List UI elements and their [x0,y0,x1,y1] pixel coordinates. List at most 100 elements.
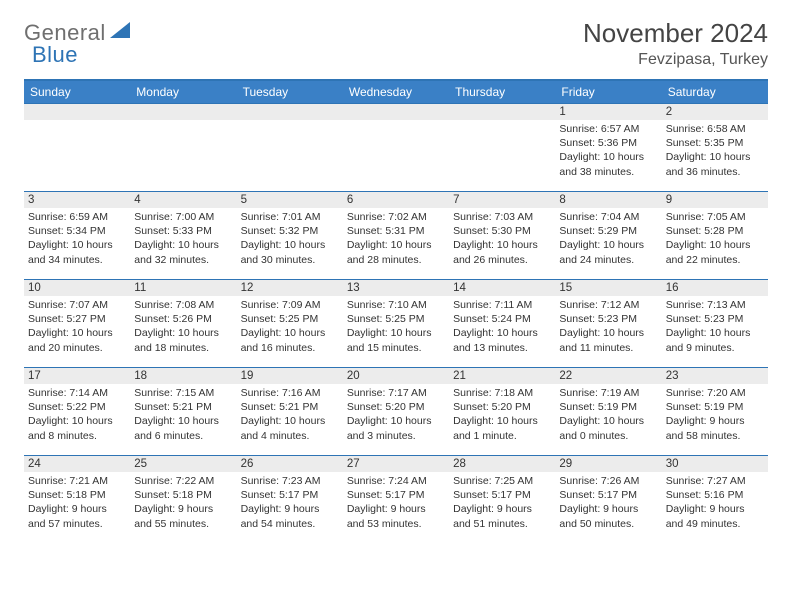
title-month: November 2024 [583,18,768,49]
sunrise-text: Sunrise: 7:05 AM [666,210,764,224]
sunrise-text: Sunrise: 7:22 AM [134,474,232,488]
day-data: Sunrise: 7:09 AMSunset: 5:25 PMDaylight:… [237,296,343,357]
daylight-text: Daylight: 10 hours and 30 minutes. [241,238,339,266]
day-number: 17 [24,367,130,384]
day-data: Sunrise: 7:01 AMSunset: 5:32 PMDaylight:… [237,208,343,269]
day-data: Sunrise: 7:02 AMSunset: 5:31 PMDaylight:… [343,208,449,269]
sunset-text: Sunset: 5:30 PM [453,224,551,238]
sunrise-text: Sunrise: 7:15 AM [134,386,232,400]
sunrise-text: Sunrise: 7:24 AM [347,474,445,488]
daylight-text: Daylight: 10 hours and 32 minutes. [134,238,232,266]
sunset-text: Sunset: 5:25 PM [241,312,339,326]
sunrise-text: Sunrise: 7:12 AM [559,298,657,312]
calendar-cell: 14Sunrise: 7:11 AMSunset: 5:24 PMDayligh… [449,279,555,367]
daylight-text: Daylight: 9 hours and 54 minutes. [241,502,339,530]
sunset-text: Sunset: 5:21 PM [134,400,232,414]
calendar-body: .....1Sunrise: 6:57 AMSunset: 5:36 PMDay… [24,103,768,543]
sunset-text: Sunset: 5:33 PM [134,224,232,238]
day-number: 3 [24,191,130,208]
weekday-header: Tuesday [237,80,343,103]
sunset-text: Sunset: 5:17 PM [241,488,339,502]
sunrise-text: Sunrise: 7:11 AM [453,298,551,312]
calendar-cell: 16 Sunrise: 7:13 AMSunset: 5:23 PMDayligh… [662,279,768,367]
daylight-text: Daylight: 10 hours and 36 minutes. [666,150,764,178]
day-data [449,120,555,124]
day-number: 28 [449,455,555,472]
sunset-text: Sunset: 5:18 PM [134,488,232,502]
daylight-text: Daylight: 10 hours and 1 minute. [453,414,551,442]
calendar-table: SundayMondayTuesdayWednesdayThursdayFrid… [24,79,768,543]
daylight-text: Daylight: 10 hours and 15 minutes. [347,326,445,354]
day-number: . [130,103,236,120]
day-number: 30 [662,455,768,472]
sunset-text: Sunset: 5:24 PM [453,312,551,326]
day-number: 9 [662,191,768,208]
sunset-text: Sunset: 5:31 PM [347,224,445,238]
daylight-text: Daylight: 10 hours and 0 minutes. [559,414,657,442]
day-number: . [449,103,555,120]
day-data: Sunrise: 7:04 AMSunset: 5:29 PMDaylight:… [555,208,661,269]
sunset-text: Sunset: 5:26 PM [134,312,232,326]
daylight-text: Daylight: 9 hours and 49 minutes. [666,502,764,530]
daylight-text: Daylight: 9 hours and 55 minutes. [134,502,232,530]
day-data [343,120,449,124]
calendar-cell: 5Sunrise: 7:01 AMSunset: 5:32 PMDaylight… [237,191,343,279]
sunrise-text: Sunrise: 7:14 AM [28,386,126,400]
calendar-page: General November 2024 Fevzipasa, Turkey … [0,0,792,555]
sunset-text: Sunset: 5:23 PM [559,312,657,326]
weekday-header: Monday [130,80,236,103]
day-data: Sunrise: 7:21 AMSunset: 5:18 PMDaylight:… [24,472,130,533]
daylight-text: Daylight: 10 hours and 13 minutes. [453,326,551,354]
daylight-text: Daylight: 10 hours and 34 minutes. [28,238,126,266]
daylight-text: Daylight: 9 hours and 50 minutes. [559,502,657,530]
day-data: Sunrise: 7:05 AMSunset: 5:28 PMDaylight:… [662,208,768,269]
sunset-text: Sunset: 5:19 PM [559,400,657,414]
day-number: 5 [237,191,343,208]
day-number: 20 [343,367,449,384]
daylight-text: Daylight: 10 hours and 8 minutes. [28,414,126,442]
sunset-text: Sunset: 5:19 PM [666,400,764,414]
calendar-cell: . [24,103,130,191]
calendar-row: .....1Sunrise: 6:57 AMSunset: 5:36 PMDay… [24,103,768,191]
sunrise-text: Sunrise: 7:21 AM [28,474,126,488]
daylight-text: Daylight: 10 hours and 4 minutes. [241,414,339,442]
weekday-header: Thursday [449,80,555,103]
day-data: Sunrise: 7:20 AMSunset: 5:19 PMDaylight:… [662,384,768,445]
day-number: 27 [343,455,449,472]
day-data: Sunrise: 7:16 AMSunset: 5:21 PMDaylight:… [237,384,343,445]
calendar-cell: 10Sunrise: 7:07 AMSunset: 5:27 PMDayligh… [24,279,130,367]
sunset-text: Sunset: 5:22 PM [28,400,126,414]
sunset-text: Sunset: 5:23 PM [666,312,764,326]
sunset-text: Sunset: 5:28 PM [666,224,764,238]
header: General November 2024 Fevzipasa, Turkey [24,18,768,69]
sunrise-text: Sunrise: 7:27 AM [666,474,764,488]
daylight-text: Daylight: 10 hours and 9 minutes. [666,326,764,354]
sunset-text: Sunset: 5:17 PM [453,488,551,502]
daylight-text: Daylight: 10 hours and 28 minutes. [347,238,445,266]
calendar-cell: 13Sunrise: 7:10 AMSunset: 5:25 PMDayligh… [343,279,449,367]
day-number: 16 [662,279,768,296]
weekday-header: Wednesday [343,80,449,103]
calendar-cell: 26Sunrise: 7:23 AMSunset: 5:17 PMDayligh… [237,455,343,543]
day-number: 8 [555,191,661,208]
sunrise-text: Sunrise: 6:58 AM [666,122,764,136]
sunset-text: Sunset: 5:17 PM [347,488,445,502]
day-data: Sunrise: 7:23 AMSunset: 5:17 PMDaylight:… [237,472,343,533]
calendar-cell: 2Sunrise: 6:58 AMSunset: 5:35 PMDaylight… [662,103,768,191]
sunset-text: Sunset: 5:36 PM [559,136,657,150]
calendar-cell: 4Sunrise: 7:00 AMSunset: 5:33 PMDaylight… [130,191,236,279]
day-number: . [24,103,130,120]
sunrise-text: Sunrise: 7:02 AM [347,210,445,224]
calendar-cell: 8Sunrise: 7:04 AMSunset: 5:29 PMDaylight… [555,191,661,279]
sunset-text: Sunset: 5:29 PM [559,224,657,238]
day-number: 18 [130,367,236,384]
calendar-cell: . [237,103,343,191]
sunrise-text: Sunrise: 7:16 AM [241,386,339,400]
day-data: Sunrise: 7:22 AMSunset: 5:18 PMDaylight:… [130,472,236,533]
sunrise-text: Sunrise: 6:59 AM [28,210,126,224]
day-data: Sunrise: 6:57 AMSunset: 5:36 PMDaylight:… [555,120,661,181]
sunrise-text: Sunrise: 7:13 AM [666,298,764,312]
calendar-cell: . [449,103,555,191]
calendar-cell: 24Sunrise: 7:21 AMSunset: 5:18 PMDayligh… [24,455,130,543]
sunset-text: Sunset: 5:34 PM [28,224,126,238]
